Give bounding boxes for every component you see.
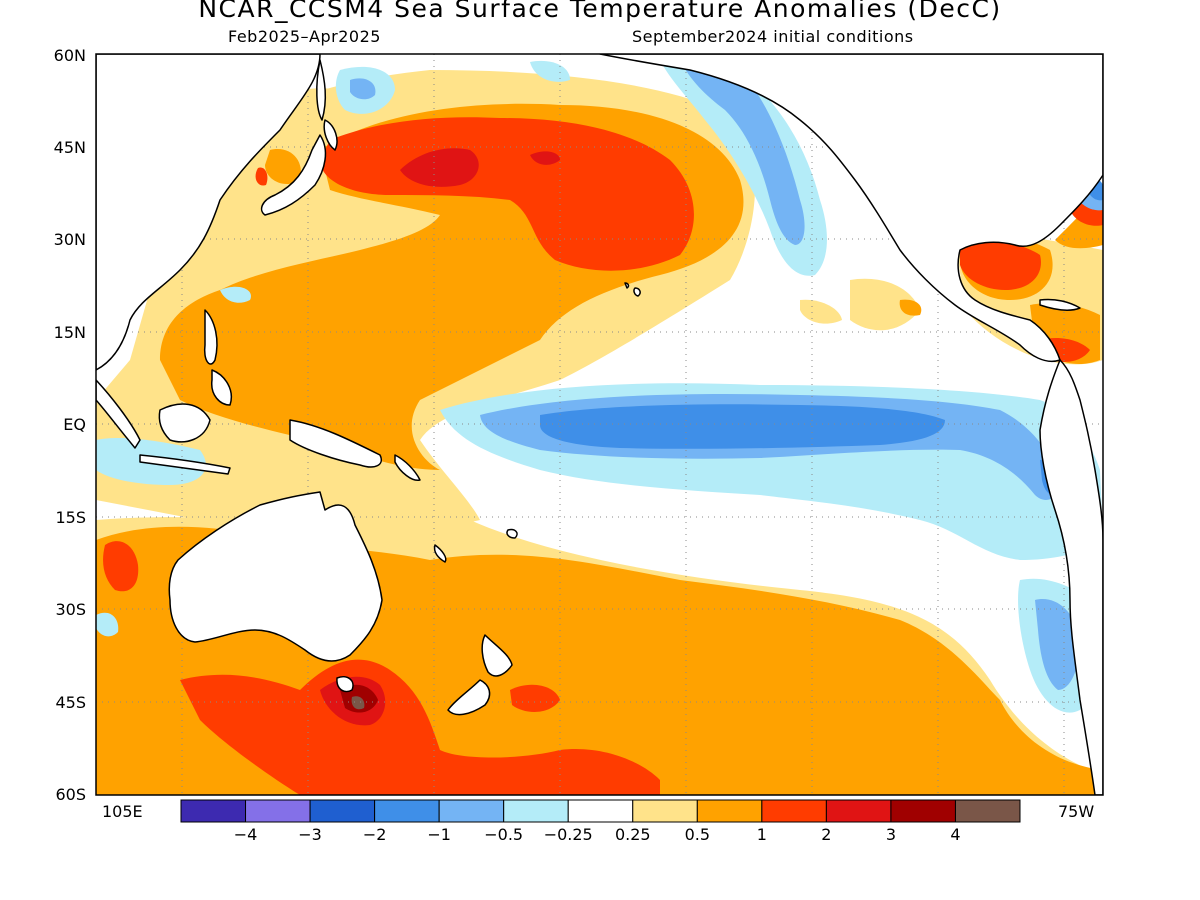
lat-label-15s: 15S — [55, 508, 86, 527]
colorbar-tick-label: −0.5 — [484, 825, 524, 844]
colorbar-tick-label: −3 — [298, 825, 322, 844]
lat-label-eq: EQ — [63, 415, 86, 434]
colorbar — [180, 799, 1021, 823]
lon-label-left: 105E — [102, 802, 143, 821]
colorbar-tick-label: 2 — [821, 825, 832, 844]
colorbar-swatch — [180, 799, 247, 823]
colorbar-swatch — [954, 799, 1021, 823]
colorbar-swatch — [567, 799, 634, 823]
colorbar-tick-label: −2 — [362, 825, 387, 844]
colorbar-swatch — [309, 799, 376, 823]
lat-label-60s: 60S — [55, 785, 86, 804]
lat-label-15n: 15N — [53, 323, 86, 342]
colorbar-tick-label: −4 — [233, 825, 258, 844]
lat-label-45n: 45N — [53, 138, 86, 157]
colorbar-swatch — [438, 799, 505, 823]
map-title: NCAR_CCSM4 Sea Surface Temperature Anoma… — [198, 0, 1002, 23]
coastlines — [96, 54, 1103, 795]
forecast-period: Feb2025–Apr2025 — [228, 27, 381, 46]
anomaly-region-1 — [103, 117, 1103, 795]
colorbar-swatch — [632, 799, 698, 823]
colorbar-tick-label: 1 — [756, 825, 767, 844]
colorbar-swatch — [696, 799, 763, 823]
colorbar-swatch — [503, 799, 569, 823]
colorbar-tick-label: −0.25 — [543, 825, 593, 844]
colorbar-swatch — [374, 799, 440, 823]
anomaly-region-4 — [351, 696, 365, 710]
lat-label-30s: 30S — [55, 600, 86, 619]
initial-conditions: September2024 initial conditions — [632, 27, 914, 46]
colorbar-swatch — [245, 799, 311, 823]
anomaly-field — [96, 54, 1103, 795]
colorbar-tick-label: 0.5 — [684, 825, 711, 844]
colorbar-tick-label: 4 — [950, 825, 961, 844]
lat-label-60n: 60N — [53, 46, 86, 65]
lon-label-right: 75W — [1058, 802, 1095, 821]
lat-label-30n: 30N — [53, 230, 86, 249]
colorbar-tick-label: 0.25 — [614, 825, 651, 844]
colorbar-swatch — [825, 799, 892, 823]
map-frame — [95, 53, 1104, 796]
colorbar-swatch — [761, 799, 827, 823]
colorbar-tick-label: 3 — [885, 825, 897, 844]
lat-label-45s: 45S — [55, 693, 86, 712]
colorbar-swatch — [890, 799, 956, 823]
colorbar-tick-label: −1 — [427, 825, 451, 844]
